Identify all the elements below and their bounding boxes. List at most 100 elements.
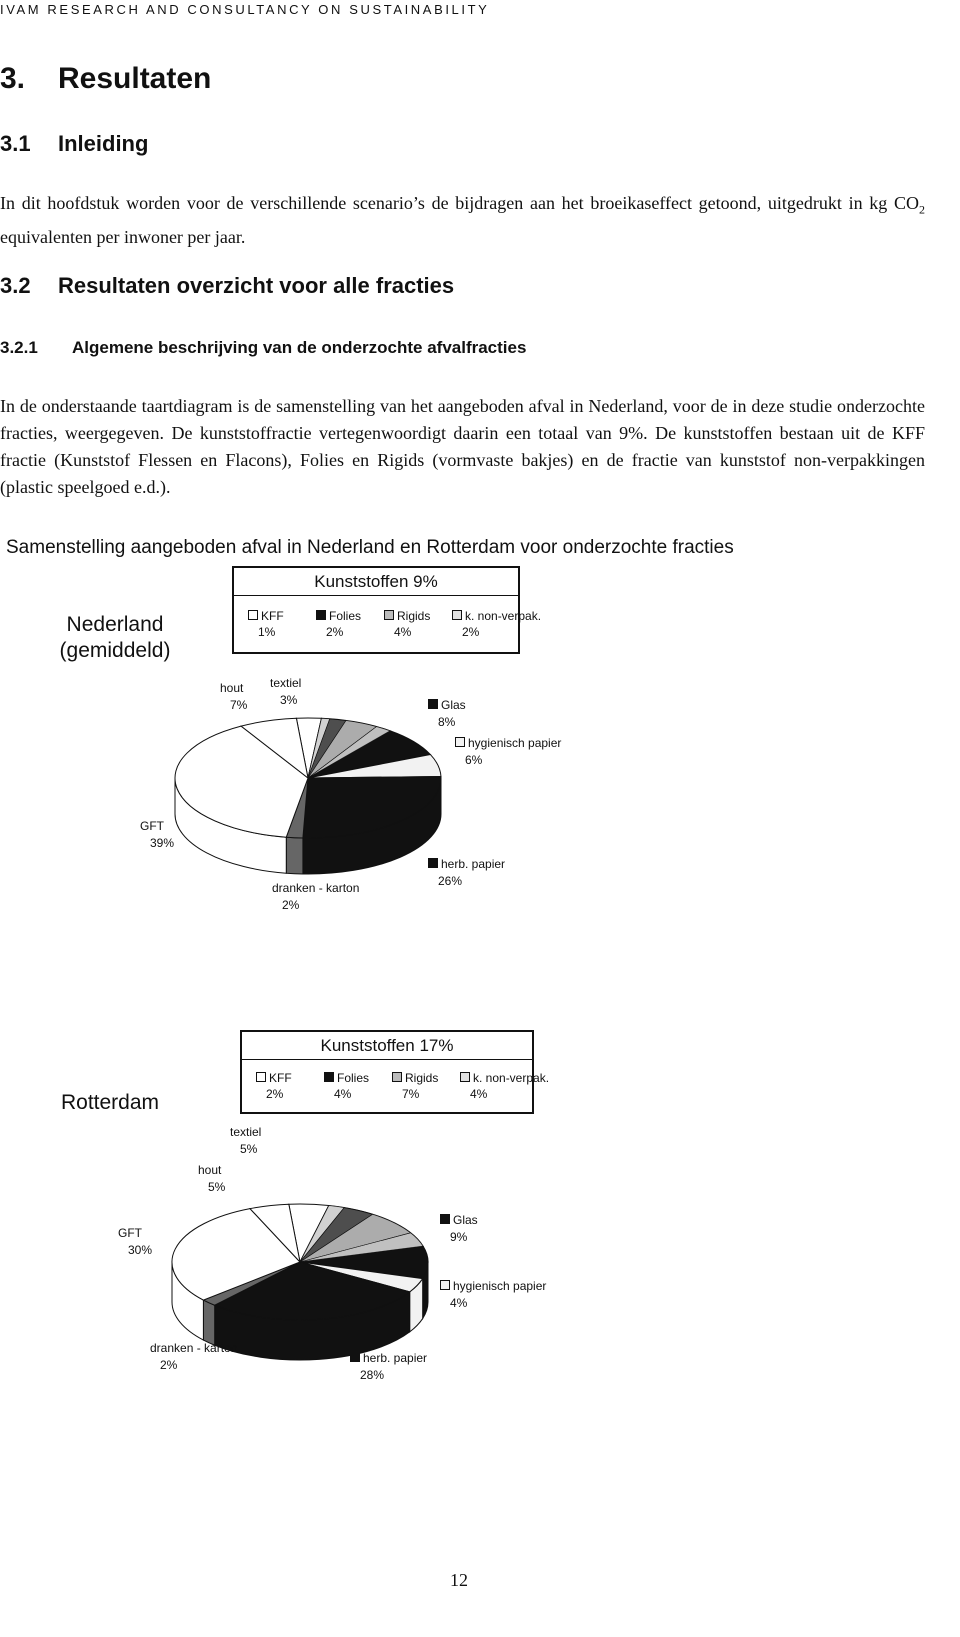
slice-name: dranken - karton [272,881,360,895]
subsection-number: 3.2.1 [0,338,38,357]
box-entry-value-row: 7% [392,1086,458,1102]
box-entry-name: KFF [269,1071,292,1086]
section-title: Resultaten overzicht voor alle fracties [58,273,455,298]
heading-number: 3. [0,62,26,95]
text: In dit hoofdstuk worden voor de verschil… [0,193,919,213]
box-entry-value: 1% [258,625,276,640]
pie-side [285,836,304,875]
slice-name: Glas [453,1213,478,1227]
slice-label: hout 7% [220,680,330,714]
slice-name: hout [198,1163,222,1177]
pie-sub-slice [307,726,391,779]
slice-label: hout 5% [198,1162,308,1196]
slice-label: herb. papier 26% [428,856,538,890]
slice-name-row: GFT [118,1225,228,1242]
box-entry-value: 2% [266,1087,284,1102]
slice-value: 3% [280,693,298,707]
box-entry-value: 4% [394,625,412,640]
slice-name: textiel [270,676,302,690]
kunststoffen-box: Kunststoffen 9% KFF 1% Folies 2% Rigids 4% k. n… [232,566,541,654]
slice-label: dranken - karton 2% [150,1340,260,1374]
section-number: 3.2 [0,273,31,298]
slice-value: 4% [450,1296,468,1310]
slice-value: 6% [465,753,483,767]
section-heading: 3.2 Resultaten overzicht voor alle fracti… [0,273,454,299]
legend-swatch [350,1352,360,1362]
box-entry: Folies 4% [324,1070,390,1102]
box-entry-name-row: Folies [316,608,382,624]
slice-name-row: hout [220,680,330,697]
box-entry: Rigids 7% [392,1070,458,1102]
slice-name-row: GFT [140,818,250,835]
box-entry-value-row: 2% [256,1086,322,1102]
slice-value-row: 6% [455,752,565,769]
slice-name-row: dranken - karton [272,880,382,897]
box-entry: KFF 2% [256,1070,322,1102]
slice-value-row: 39% [140,835,250,852]
box-entry-value: 2% [462,625,480,640]
text: equivalenten per inwoner per jaar. [0,226,246,247]
slice-name: hygienisch papier [468,736,562,750]
pie-slice [302,776,442,839]
slice-name: hygienisch papier [453,1279,547,1293]
legend-swatch [440,1280,450,1290]
box-entry-name: k. non-verpak. [465,609,542,624]
slice-name: GFT [140,819,164,833]
slice-name-row: hygienisch papier [455,735,565,752]
box-entry-name-row: Folies [324,1070,390,1086]
body-paragraph: In de onderstaande taartdiagram is de sa… [0,396,925,497]
slice-value-row: 9% [440,1229,550,1246]
slice-name: dranken - karton [150,1341,238,1355]
slice-name-row: hygienisch papier [440,1278,550,1295]
slice-value: 5% [208,1180,226,1194]
subsection-heading: 3.2.1 Algemene beschrijving van de onderz… [0,338,526,358]
box-entry-name-row: Rigids [392,1070,458,1086]
box-entry-value-row: 4% [460,1086,560,1102]
slice-value: 39% [150,836,175,850]
slice-name: GFT [118,1226,142,1240]
slice-value-row: 30% [118,1242,228,1259]
slice-name: hout [220,681,244,695]
slice-value-row: 28% [350,1367,460,1384]
pie-slice [239,717,309,780]
slice-name-row: Glas [440,1212,550,1229]
box-entry-name-row: k. non-verpak. [460,1070,560,1086]
slice-label: hygienisch papier 4% [440,1278,550,1312]
box-entry-name: Folies [329,609,362,624]
slice-value: 9% [450,1230,468,1244]
heading-title: Resultaten [58,62,212,95]
box-entry-value: 4% [334,1087,352,1102]
pie-slice [174,725,309,838]
box-entry-name-row: KFF [248,608,314,624]
box-entry-name: k. non-verpak. [473,1071,550,1086]
slice-value-row: 8% [428,714,538,731]
slice-value: 2% [282,898,300,912]
pie-slice [249,1203,301,1264]
pie-slice [213,1261,411,1321]
legend-swatch [428,699,438,709]
slice-label: textiel 3% [270,675,380,709]
box-entry-value-row: 4% [384,624,450,640]
slice-name-row: hout [198,1162,308,1179]
box-entry: KFF 1% [248,608,314,640]
subsection-title: Algemene beschrijving van de onderzochte… [72,338,527,357]
slice-name-row: textiel [270,675,380,692]
slice-value: 5% [240,1142,258,1156]
legend-swatch [440,1214,450,1224]
legend-swatch [256,1072,266,1083]
box-entry-value-row: 1% [248,624,314,640]
slice-label: dranken - karton 2% [272,880,382,914]
chart-title: Rotterdam [60,1091,160,1114]
box-entry-value: 7% [402,1087,420,1102]
slice-value-row: 2% [150,1357,260,1374]
slice-value-row: 2% [272,897,382,914]
box-title-value: 9% [413,572,438,591]
slice-value-row: 5% [230,1141,340,1158]
slice-value-row: 5% [198,1179,308,1196]
legend-swatch [248,610,258,621]
running-header: IVAM RESEARCH AND CONSULTANCY ON SUSTAIN… [0,2,490,17]
slice-value-row: 4% [440,1295,550,1312]
box-entry-name-row: KFF [256,1070,322,1086]
kunststoffen-box: Kunststoffen 17% KFF 2% Folies 4% Rigids 7% k. … [240,1030,549,1114]
